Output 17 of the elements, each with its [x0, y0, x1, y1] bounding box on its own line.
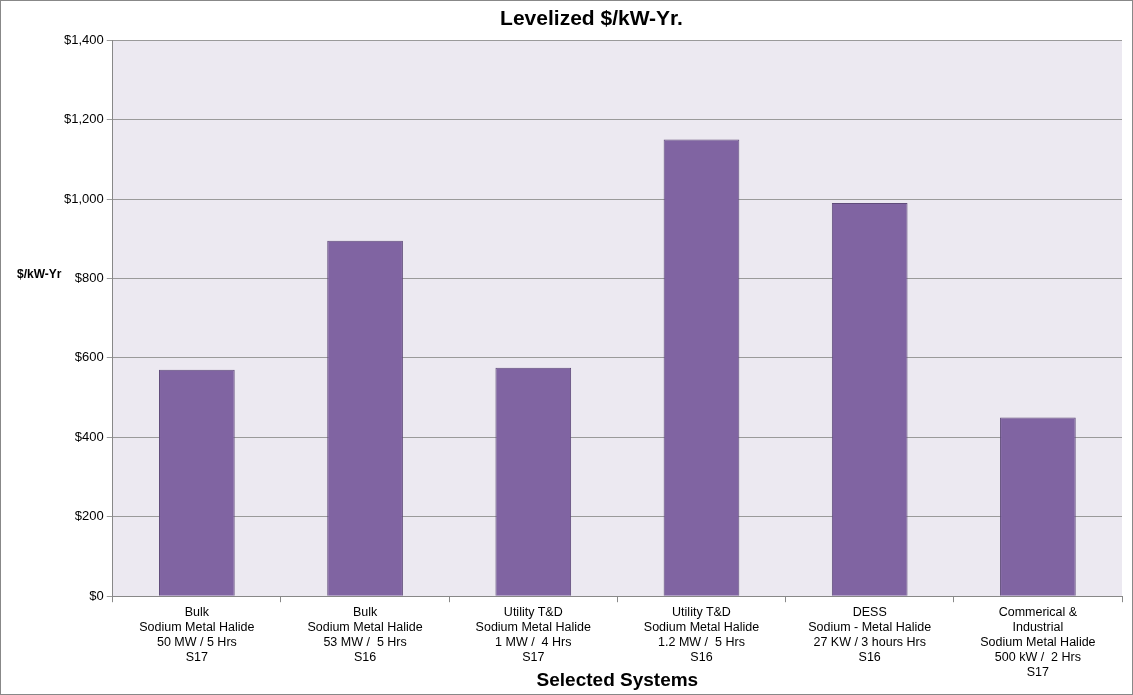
x-tick-label: DESS Sodium - Metal Halide 27 KW / 3 hours Hrs S16	[808, 605, 932, 665]
y-tick-label: $400	[74, 428, 104, 444]
y-axis-title: $/kW-Yr	[17, 266, 62, 281]
y-tick-label: $1,400	[64, 31, 104, 47]
x-tick-label: Commerical & Industrial Sodium Metal Halide 500 kW / 2 Hrs S17	[980, 605, 1096, 680]
y-tick-label: $600	[74, 349, 104, 365]
y-tick-label: $0	[89, 587, 104, 603]
y-tick-label: $800	[74, 270, 104, 286]
chart-title: Levelized $/kW-Yr.	[500, 6, 683, 30]
x-tick-label: Bulk Sodium Metal Halide 50 MW / 5 Hrs S17	[139, 605, 255, 665]
x-tick-label: Utility T&D Sodium Metal Halide 1.2 MW / 5 Hrs S16	[643, 605, 760, 665]
x-axis-title: Selected Systems	[536, 668, 699, 690]
y-tick-label: $200	[74, 508, 104, 524]
x-tick-label: Utility T&D Sodium Metal Halide 1 MW / 4 Hrs S17	[475, 605, 591, 665]
y-tick-label: $1,200	[64, 111, 104, 127]
y-tick-label: $1,000	[64, 190, 104, 206]
x-tick-label: Bulk Sodium Metal Halide 53 MW / 5 Hrs S16	[307, 605, 423, 665]
